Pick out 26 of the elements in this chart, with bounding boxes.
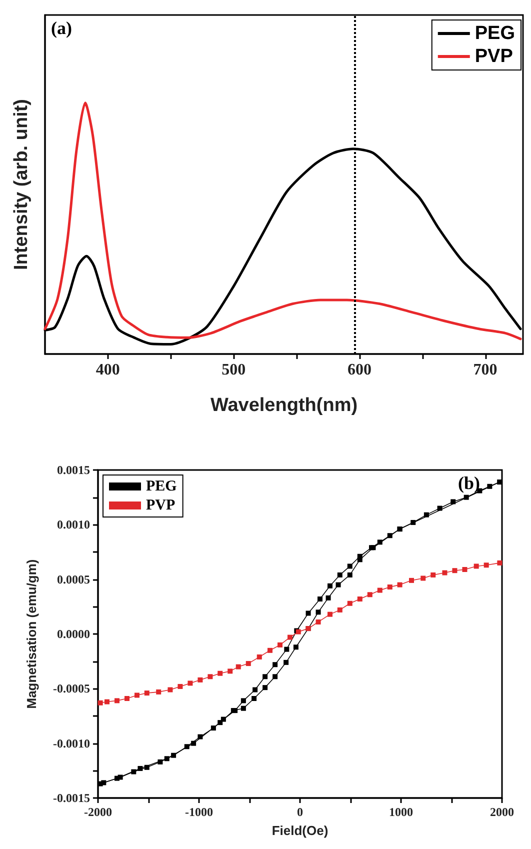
y-axis-title: Magnetisation (emu/gm) (24, 559, 39, 709)
x-tick-label: -1000 (185, 805, 213, 819)
annotation: (b) (458, 473, 480, 493)
x-tick-label: 2000 (490, 805, 514, 819)
y-tick-label: 0.0005 (57, 572, 90, 586)
legend-label: PEG (146, 478, 178, 494)
y-tick-label: 0.0000 (57, 627, 90, 641)
y-tick-label: 0.0010 (57, 518, 90, 532)
x-axis-title: Field(Oe) (272, 823, 328, 838)
y-tick-label: -0.0015 (53, 791, 90, 805)
x-tick-label: 600 (347, 362, 372, 378)
text: (a) (51, 18, 72, 38)
legend-label: PVP (474, 46, 514, 67)
x-tick-label: 500 (222, 362, 246, 378)
x-tick-label: 1000 (389, 805, 413, 819)
x-tick-label: 0 (297, 805, 303, 819)
y-tick-label: 0.0015 (57, 463, 90, 477)
legend-label: PEG (474, 23, 515, 44)
x-tick-label: 700 (473, 362, 498, 378)
y-axis-title: Intensity (arb. unit) (11, 99, 32, 270)
y-tick-label: -0.0005 (53, 682, 90, 696)
y-tick-label: -0.0010 (53, 736, 90, 750)
x-axis-title: Wavelength(nm) (210, 395, 358, 416)
x-tick-label: 400 (96, 362, 120, 378)
x-tick-label: -2000 (84, 805, 112, 819)
legend-label: PVP (146, 498, 176, 514)
